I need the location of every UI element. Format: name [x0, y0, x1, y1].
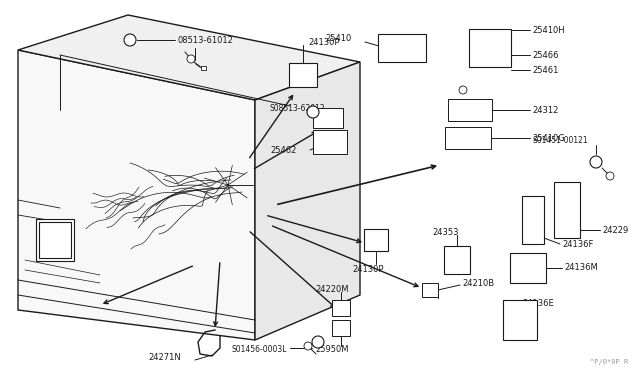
Bar	[522, 196, 544, 244]
Text: 24136E: 24136E	[522, 299, 554, 308]
Bar	[448, 99, 492, 121]
Bar	[200, 66, 205, 70]
Text: 25410G: 25410G	[532, 134, 564, 142]
Bar	[313, 130, 347, 154]
Circle shape	[590, 156, 602, 168]
Text: 25466: 25466	[532, 51, 559, 60]
Text: S: S	[310, 109, 316, 115]
Bar	[469, 29, 511, 67]
Polygon shape	[18, 15, 360, 100]
Bar	[36, 219, 74, 261]
Text: 24136M: 24136M	[564, 263, 598, 273]
Bar	[554, 182, 580, 238]
Bar	[444, 246, 470, 274]
Bar	[39, 222, 71, 258]
Bar	[313, 108, 343, 128]
Text: 08513-61012: 08513-61012	[177, 35, 233, 45]
Text: 24312: 24312	[532, 106, 558, 115]
Bar	[332, 300, 350, 316]
Text: 24210B: 24210B	[462, 279, 494, 289]
Text: S08513-62012: S08513-62012	[270, 103, 326, 112]
Text: ^P/0*0P R: ^P/0*0P R	[589, 359, 628, 365]
Polygon shape	[255, 62, 360, 340]
Bar	[510, 253, 546, 283]
Text: 25410: 25410	[325, 33, 351, 42]
Polygon shape	[18, 50, 255, 340]
Bar	[364, 229, 388, 251]
Text: S01451-00121: S01451-00121	[533, 135, 589, 144]
Text: S01456-0003L: S01456-0003L	[232, 346, 287, 355]
Bar	[378, 34, 426, 62]
Bar	[503, 300, 537, 340]
Circle shape	[459, 86, 467, 94]
Text: S: S	[316, 339, 321, 345]
Text: 24130P: 24130P	[352, 266, 383, 275]
Bar	[445, 127, 491, 149]
Circle shape	[312, 336, 324, 348]
Text: 24220M: 24220M	[315, 285, 349, 295]
Text: 25410H: 25410H	[532, 26, 564, 35]
Text: 24229: 24229	[602, 225, 628, 234]
Bar	[332, 320, 350, 336]
Text: 25462: 25462	[270, 145, 296, 154]
Circle shape	[606, 172, 614, 180]
Circle shape	[304, 342, 312, 350]
Text: 25950M: 25950M	[315, 346, 349, 355]
Text: 25461: 25461	[532, 65, 558, 74]
Text: 24130P: 24130P	[308, 38, 339, 46]
Bar	[422, 283, 438, 297]
Text: 24271N: 24271N	[148, 353, 180, 362]
Text: B: B	[127, 37, 132, 43]
Circle shape	[187, 55, 195, 63]
Text: 24136F: 24136F	[562, 240, 593, 248]
Circle shape	[307, 106, 319, 118]
Text: S: S	[593, 159, 598, 165]
Text: 24353: 24353	[432, 228, 458, 237]
Bar	[289, 63, 317, 87]
Circle shape	[124, 34, 136, 46]
